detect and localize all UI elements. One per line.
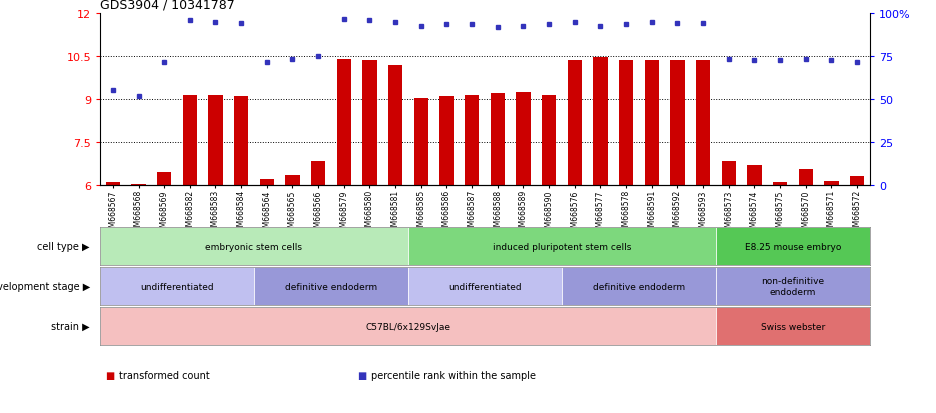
Text: cell type ▶: cell type ▶ xyxy=(37,242,90,252)
Bar xyxy=(645,61,659,185)
Bar xyxy=(337,60,351,185)
Bar xyxy=(716,267,870,305)
Text: percentile rank within the sample: percentile rank within the sample xyxy=(372,370,536,380)
Text: Swiss webster: Swiss webster xyxy=(761,322,826,331)
Bar xyxy=(825,181,839,185)
Bar xyxy=(209,95,223,185)
Bar xyxy=(722,161,736,185)
Bar xyxy=(517,93,531,185)
Text: development stage ▶: development stage ▶ xyxy=(0,281,90,291)
Text: E8.25 mouse embryo: E8.25 mouse embryo xyxy=(745,242,841,251)
Bar xyxy=(234,97,248,185)
Bar xyxy=(850,177,864,185)
Bar xyxy=(100,307,716,345)
Bar xyxy=(408,228,716,266)
Bar xyxy=(542,95,556,185)
Text: induced pluripotent stem cells: induced pluripotent stem cells xyxy=(493,242,631,251)
Bar xyxy=(490,94,505,185)
Text: ■: ■ xyxy=(358,370,367,380)
Bar xyxy=(254,267,408,305)
Bar xyxy=(408,267,562,305)
Bar xyxy=(439,97,454,185)
Text: ■: ■ xyxy=(105,370,114,380)
Bar xyxy=(773,183,787,185)
Bar xyxy=(748,166,762,185)
Bar xyxy=(311,161,325,185)
Bar xyxy=(131,184,146,185)
Bar xyxy=(362,61,376,185)
Text: strain ▶: strain ▶ xyxy=(51,321,90,331)
Bar xyxy=(716,307,870,345)
Text: embryonic stem cells: embryonic stem cells xyxy=(206,242,302,251)
Text: definitive endoderm: definitive endoderm xyxy=(285,282,377,291)
Bar xyxy=(100,228,408,266)
Bar xyxy=(798,170,812,185)
Text: undifferentiated: undifferentiated xyxy=(448,282,521,291)
Bar xyxy=(106,183,120,185)
Bar xyxy=(593,58,607,185)
Bar xyxy=(696,61,710,185)
Text: C57BL/6x129SvJae: C57BL/6x129SvJae xyxy=(365,322,450,331)
Text: GDS3904 / 10341787: GDS3904 / 10341787 xyxy=(100,0,235,12)
Bar xyxy=(670,61,684,185)
Text: definitive endoderm: definitive endoderm xyxy=(592,282,685,291)
Bar xyxy=(568,61,582,185)
Bar xyxy=(562,267,716,305)
Bar xyxy=(619,61,634,185)
Text: transformed count: transformed count xyxy=(119,370,210,380)
Text: non-definitive
endoderm: non-definitive endoderm xyxy=(762,277,825,296)
Bar xyxy=(465,95,479,185)
Bar xyxy=(716,228,870,266)
Bar xyxy=(388,65,402,185)
Bar xyxy=(100,267,254,305)
Text: undifferentiated: undifferentiated xyxy=(140,282,213,291)
Bar xyxy=(285,176,300,185)
Bar xyxy=(157,173,171,185)
Bar xyxy=(183,95,197,185)
Bar xyxy=(260,180,274,185)
Bar xyxy=(414,98,428,185)
